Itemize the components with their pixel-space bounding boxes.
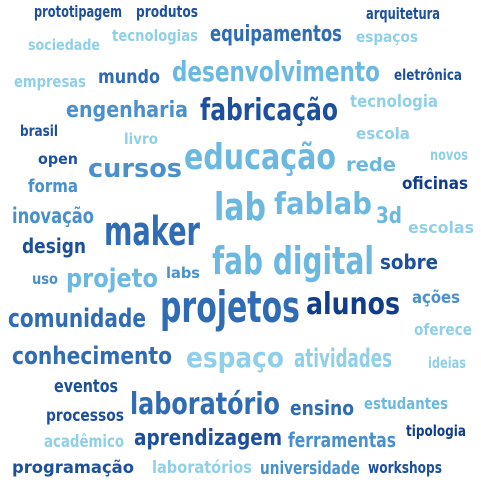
word-arquitetura: arquitetura	[366, 4, 441, 23]
word-rede: rede	[346, 154, 397, 176]
word-livro: livro	[124, 130, 158, 148]
word-ideias: ideias	[428, 354, 467, 372]
word-eventos: eventos	[54, 376, 119, 397]
word-oficinas: oficinas	[402, 174, 469, 194]
word-escolas: escolas	[408, 218, 475, 237]
word-oferece: oferece	[414, 320, 473, 339]
word-aprendizagem: aprendizagem	[134, 426, 283, 451]
word-sociedade: sociedade	[28, 36, 100, 54]
word-projeto: projeto	[66, 264, 158, 294]
word-tipologia: tipologia	[406, 422, 467, 440]
word-mundo: mundo	[98, 66, 160, 88]
word-espaços: espaços	[356, 28, 419, 46]
word-laboratórios: laboratórios	[152, 458, 252, 478]
word-workshops: workshops	[368, 458, 442, 477]
word-programação: programação	[12, 458, 134, 478]
word-tecnologia: tecnologia	[350, 92, 438, 112]
word-atividades: atividades	[294, 344, 393, 374]
word-universidade: universidade	[260, 458, 360, 479]
word-fabricação: fabricação	[200, 93, 338, 128]
word-ferramentas: ferramentas	[288, 428, 397, 452]
word-3d: 3d	[376, 204, 402, 229]
word-conhecimento: conhecimento	[12, 342, 172, 370]
word-ações: ações	[412, 288, 460, 308]
word-forma: forma	[28, 176, 78, 197]
word-tecnologias: tecnologias	[112, 26, 198, 45]
word-escola: escola	[356, 124, 410, 143]
word-engenharia: engenharia	[66, 98, 189, 123]
word-acadêmico: acadêmico	[44, 432, 125, 452]
word-maker: maker	[104, 209, 200, 255]
word-comunidade: comunidade	[8, 304, 146, 334]
word-estudantes: estudantes	[364, 394, 449, 413]
word-desenvolvimento: desenvolvimento	[172, 55, 380, 88]
word-educação: educação	[184, 137, 337, 178]
word-fab-digital: fab digital	[212, 239, 374, 283]
word-projetos: projetos	[160, 282, 301, 333]
word-fablab: fablab	[274, 187, 372, 222]
word-sobre: sobre	[380, 250, 439, 274]
word-equipamentos: equipamentos	[210, 22, 342, 47]
word-alunos: alunos	[306, 287, 400, 322]
word-eletrônica: eletrônica	[394, 66, 462, 84]
word-processos: processos	[46, 406, 124, 426]
word-lab: lab	[214, 185, 267, 229]
word-brasil: brasil	[20, 122, 59, 140]
word-uso: uso	[32, 270, 59, 288]
word-open: open	[38, 150, 79, 168]
word-design: design	[22, 234, 87, 258]
word-empresas: empresas	[14, 72, 87, 91]
word-labs: labs	[166, 264, 200, 282]
word-prototipagem: prototipagem	[34, 2, 122, 21]
word-laboratório: laboratório	[130, 387, 280, 422]
word-inovação: inovação	[12, 204, 94, 228]
word-ensino: ensino	[290, 396, 354, 420]
word-produtos: produtos	[136, 2, 199, 21]
word-cursos: cursos	[88, 154, 182, 184]
word-novos: novos	[430, 146, 468, 164]
word-espaço: espaço	[186, 341, 284, 374]
